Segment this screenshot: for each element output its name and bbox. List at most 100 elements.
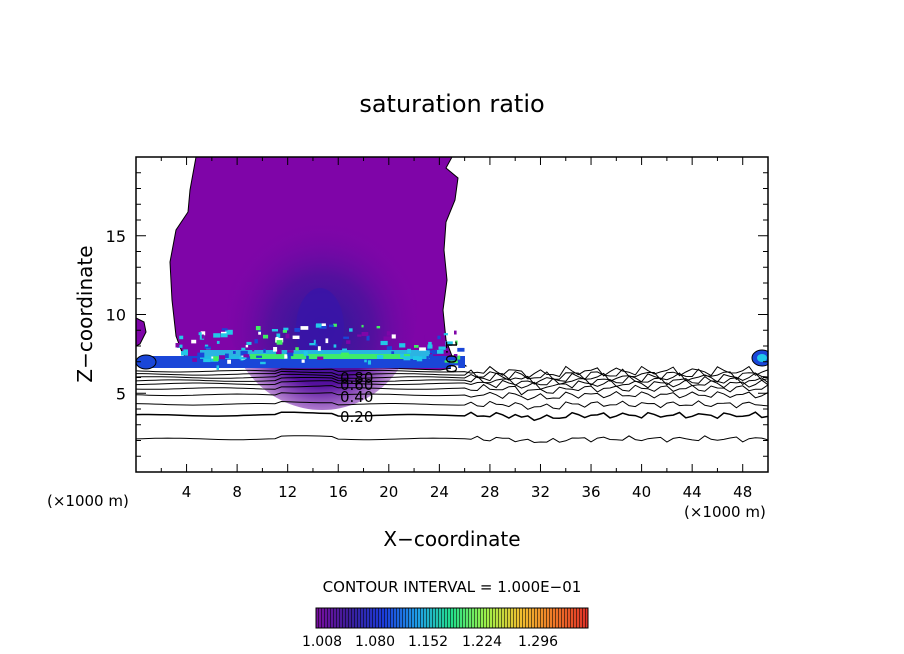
saturation-speckle	[287, 355, 291, 359]
saturation-speckle	[306, 355, 309, 360]
saturation-speckle	[241, 347, 246, 351]
contour-line	[136, 400, 768, 410]
saturation-speckle	[286, 352, 294, 357]
colorbar-label: 1.224	[462, 634, 502, 650]
saturation-speckle	[246, 341, 252, 345]
x-tick-label: 28	[480, 483, 499, 501]
saturation-speckle	[435, 349, 444, 354]
saturation-speckle	[200, 331, 206, 336]
saturation-speckle	[361, 332, 369, 337]
saturation-speckle	[321, 323, 326, 326]
x-tick-label: 4	[182, 483, 192, 501]
saturation-speckle	[240, 350, 248, 356]
saturation-speckle	[403, 356, 411, 361]
saturation-speckle	[245, 345, 249, 348]
saturation-speckle	[219, 355, 226, 360]
saturation-speckle	[276, 349, 282, 355]
contour-line	[136, 383, 768, 396]
x-tick-label: 20	[379, 483, 398, 501]
saturation-speckle	[367, 360, 371, 365]
saturation-speckle	[357, 334, 362, 337]
contour-line	[136, 435, 768, 444]
saturation-speckle	[427, 344, 433, 349]
x-tick-label: 24	[430, 483, 449, 501]
chart-title: saturation ratio	[359, 90, 544, 118]
left-edge-cloud	[136, 317, 147, 347]
saturation-speckle	[445, 341, 453, 346]
saturation-speckle	[414, 345, 419, 348]
saturation-speckle	[204, 346, 211, 349]
contour-label-0.80: 0.80	[340, 369, 373, 387]
saturation-speckle	[341, 352, 349, 358]
saturation-speckle	[457, 355, 461, 360]
contour-line	[136, 391, 768, 401]
saturation-speckle	[183, 349, 188, 353]
saturation-speckle	[292, 335, 300, 339]
contour-interval-text: CONTOUR INTERVAL = 1.000E−01	[323, 578, 582, 596]
saturation-speckle	[426, 356, 429, 360]
saturation-speckle	[399, 364, 403, 368]
x-axis-ticks: 4 8 12 16 20 24 28 32 36 40 44 48	[160, 157, 752, 501]
saturation-speckle	[225, 329, 233, 335]
x-tick-label: 40	[632, 483, 651, 501]
contour-label-1.00: 1.00	[442, 340, 460, 373]
saturation-speckle	[285, 333, 290, 339]
saturation-speckle	[213, 333, 221, 338]
saturation-speckle	[400, 353, 404, 358]
x-tick-label: 32	[531, 483, 550, 501]
colorbar-label: 1.008	[302, 634, 342, 650]
saturation-speckle	[191, 339, 197, 344]
saturation-speckle	[287, 350, 294, 353]
x-tick-label: 48	[733, 483, 752, 501]
saturation-speckle	[309, 343, 316, 346]
saturation-speckle	[233, 351, 236, 354]
y-axis-title: Z−coordinate	[73, 245, 97, 382]
saturation-speckle	[232, 347, 236, 350]
saturation-speckle	[243, 354, 250, 358]
saturation-speckle	[313, 339, 316, 344]
saturation-speckle	[413, 356, 420, 360]
saturation-speckle	[454, 330, 457, 335]
saturation-speckle	[346, 340, 351, 344]
x-tick-label: 16	[329, 483, 348, 501]
saturation-speckle	[333, 344, 337, 348]
saturation-speckle	[366, 335, 370, 341]
contour-line	[136, 372, 768, 385]
saturation-speckle	[459, 331, 462, 334]
y-tick-label: 15	[106, 227, 126, 246]
saturation-speckle	[386, 346, 392, 350]
saturation-speckle	[444, 360, 450, 363]
contour-line	[136, 368, 768, 381]
contour-label-0.60: 0.60	[340, 376, 373, 394]
saturation-speckle	[455, 340, 458, 345]
saturated-band-green	[250, 354, 410, 359]
saturation-speckle	[443, 333, 448, 336]
x-tick-label: 36	[581, 483, 600, 501]
saturation-speckle	[225, 353, 229, 358]
contour-label-0.20: 0.20	[340, 408, 373, 426]
saturation-speckle	[227, 359, 231, 364]
contour-lines	[136, 365, 768, 444]
saturation-speckle	[300, 326, 309, 330]
saturation-speckle	[317, 356, 324, 360]
saturation-speckle	[453, 354, 458, 357]
saturation-speckle	[285, 358, 292, 364]
saturation-speckle	[419, 347, 426, 351]
x-axis-title: X−coordinate	[383, 527, 520, 551]
saturation-speckle	[273, 347, 278, 352]
saturation-speckle	[429, 350, 433, 353]
saturation-speckle	[391, 351, 395, 354]
saturation-speckle	[260, 361, 266, 365]
x-unit-left: (×1000 m)	[47, 492, 129, 510]
saturation-speckle	[213, 356, 219, 362]
saturation-speckle	[204, 344, 209, 348]
contour-line	[136, 379, 768, 390]
x-tick-label: 12	[278, 483, 297, 501]
colorbar-label: 1.296	[518, 634, 558, 650]
saturation-speckle	[276, 333, 281, 338]
contour-line	[136, 411, 768, 422]
saturation-speckle	[380, 340, 388, 346]
saturation-speckle	[197, 352, 205, 358]
saturation-speckle	[294, 328, 300, 332]
